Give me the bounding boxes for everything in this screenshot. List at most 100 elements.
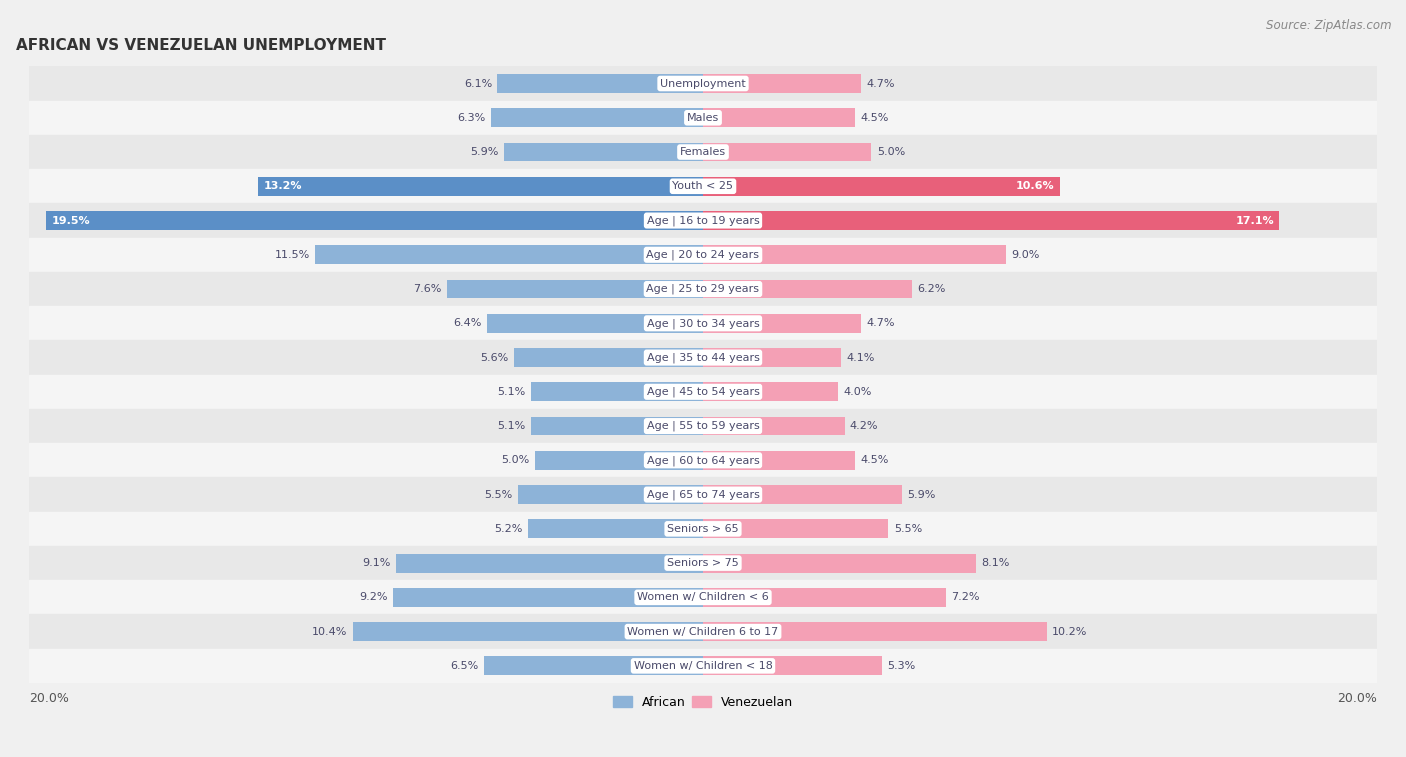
Text: Women w/ Children < 18: Women w/ Children < 18 [634, 661, 772, 671]
Bar [259, 177, 703, 196]
Bar [394, 588, 703, 607]
Bar [30, 101, 1376, 135]
Bar [491, 108, 703, 127]
Bar [30, 580, 1376, 615]
Bar [703, 314, 862, 333]
Bar [703, 211, 1279, 230]
Text: 5.9%: 5.9% [907, 490, 935, 500]
Bar [30, 443, 1376, 478]
Text: 5.5%: 5.5% [484, 490, 512, 500]
Text: 9.0%: 9.0% [1012, 250, 1040, 260]
Bar [30, 546, 1376, 580]
Bar [488, 314, 703, 333]
Text: Unemployment: Unemployment [661, 79, 745, 89]
Text: Age | 60 to 64 years: Age | 60 to 64 years [647, 455, 759, 466]
Text: 5.1%: 5.1% [498, 387, 526, 397]
Text: 4.7%: 4.7% [866, 318, 896, 329]
Bar [353, 622, 703, 641]
Bar [46, 211, 703, 230]
Bar [703, 108, 855, 127]
Text: 5.0%: 5.0% [877, 147, 905, 157]
Text: 19.5%: 19.5% [51, 216, 90, 226]
Text: Women w/ Children 6 to 17: Women w/ Children 6 to 17 [627, 627, 779, 637]
Text: 5.3%: 5.3% [887, 661, 915, 671]
Bar [527, 519, 703, 538]
Text: Women w/ Children < 6: Women w/ Children < 6 [637, 593, 769, 603]
Text: 20.0%: 20.0% [30, 692, 69, 705]
Bar [703, 382, 838, 401]
Bar [30, 512, 1376, 546]
Text: 10.2%: 10.2% [1052, 627, 1087, 637]
Bar [30, 306, 1376, 341]
Bar [30, 649, 1376, 683]
Bar [30, 238, 1376, 272]
Bar [703, 485, 901, 504]
Bar [30, 375, 1376, 409]
Text: 20.0%: 20.0% [1337, 692, 1376, 705]
Text: Females: Females [681, 147, 725, 157]
Text: 5.1%: 5.1% [498, 421, 526, 431]
Bar [505, 142, 703, 161]
Bar [396, 553, 703, 572]
Text: 4.2%: 4.2% [849, 421, 879, 431]
Bar [703, 348, 841, 367]
Bar [703, 142, 872, 161]
Bar [703, 622, 1046, 641]
Text: 10.4%: 10.4% [312, 627, 347, 637]
Text: 9.1%: 9.1% [363, 558, 391, 568]
Bar [517, 485, 703, 504]
Text: Age | 16 to 19 years: Age | 16 to 19 years [647, 215, 759, 226]
Text: 10.6%: 10.6% [1017, 181, 1054, 192]
Bar [515, 348, 703, 367]
Bar [30, 204, 1376, 238]
Text: Age | 45 to 54 years: Age | 45 to 54 years [647, 387, 759, 397]
Bar [534, 451, 703, 470]
Bar [703, 553, 976, 572]
Text: 8.1%: 8.1% [981, 558, 1010, 568]
Text: 5.0%: 5.0% [501, 455, 529, 466]
Legend: African, Venezuelan: African, Venezuelan [609, 690, 797, 714]
Text: 6.1%: 6.1% [464, 79, 492, 89]
Bar [484, 656, 703, 675]
Text: 6.4%: 6.4% [454, 318, 482, 329]
Bar [30, 478, 1376, 512]
Bar [703, 74, 862, 93]
Text: 6.3%: 6.3% [457, 113, 485, 123]
Text: 13.2%: 13.2% [263, 181, 302, 192]
Text: 4.5%: 4.5% [860, 455, 889, 466]
Bar [447, 279, 703, 298]
Text: Seniors > 65: Seniors > 65 [668, 524, 738, 534]
Bar [30, 272, 1376, 306]
Bar [703, 245, 1007, 264]
Text: 9.2%: 9.2% [359, 593, 388, 603]
Bar [703, 451, 855, 470]
Text: Age | 20 to 24 years: Age | 20 to 24 years [647, 250, 759, 260]
Text: 5.5%: 5.5% [894, 524, 922, 534]
Text: AFRICAN VS VENEZUELAN UNEMPLOYMENT: AFRICAN VS VENEZUELAN UNEMPLOYMENT [15, 38, 385, 53]
Text: 11.5%: 11.5% [274, 250, 311, 260]
Text: 6.2%: 6.2% [917, 284, 946, 294]
Text: Youth < 25: Youth < 25 [672, 181, 734, 192]
Text: 4.0%: 4.0% [844, 387, 872, 397]
Text: 7.6%: 7.6% [413, 284, 441, 294]
Bar [703, 656, 882, 675]
Bar [30, 409, 1376, 443]
Bar [703, 416, 845, 435]
Text: 6.5%: 6.5% [450, 661, 478, 671]
Bar [30, 341, 1376, 375]
Bar [703, 519, 889, 538]
Bar [498, 74, 703, 93]
Text: 5.2%: 5.2% [494, 524, 523, 534]
Text: 5.9%: 5.9% [471, 147, 499, 157]
Bar [531, 416, 703, 435]
Text: 7.2%: 7.2% [950, 593, 980, 603]
Text: Source: ZipAtlas.com: Source: ZipAtlas.com [1267, 19, 1392, 32]
Bar [30, 615, 1376, 649]
Bar [30, 135, 1376, 169]
Text: Males: Males [688, 113, 718, 123]
Text: Age | 30 to 34 years: Age | 30 to 34 years [647, 318, 759, 329]
Bar [703, 279, 912, 298]
Bar [531, 382, 703, 401]
Text: Age | 35 to 44 years: Age | 35 to 44 years [647, 352, 759, 363]
Bar [30, 67, 1376, 101]
